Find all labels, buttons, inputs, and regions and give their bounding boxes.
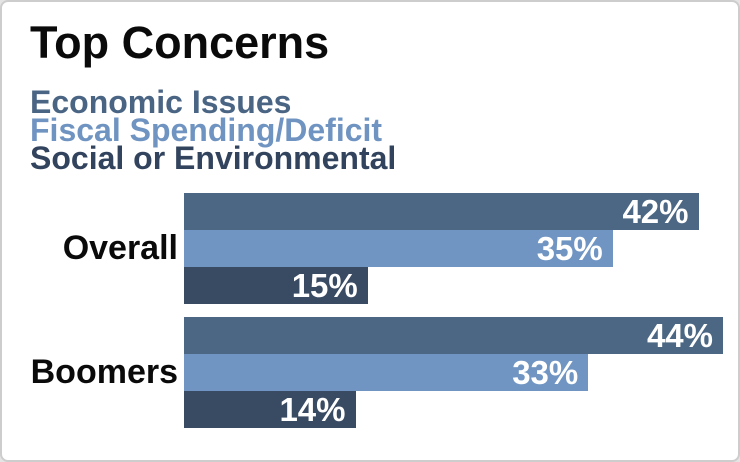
bar-value-label: 35% bbox=[536, 229, 603, 267]
bar-stack: 44% 33% 14% bbox=[184, 317, 738, 428]
bar-group-overall: Overall 42% 35% 15% bbox=[2, 193, 738, 304]
bar-value-label: 14% bbox=[279, 390, 346, 428]
bar-stack: 42% 35% 15% bbox=[184, 193, 738, 304]
legend-item-economic-issues: Economic Issues bbox=[30, 84, 292, 120]
bar-value-label: 44% bbox=[646, 316, 713, 354]
bar-group-boomers: Boomers 44% 33% 14% bbox=[2, 317, 738, 428]
bar-value-label: 33% bbox=[512, 353, 579, 391]
bar-value-label: 42% bbox=[622, 192, 689, 230]
group-label: Overall bbox=[62, 229, 178, 267]
legend-item-social-or-environmental: Social or Environmental bbox=[30, 140, 397, 176]
bar-economic-issues-boomers: 44% bbox=[184, 317, 723, 354]
bar-social-or-environmental-overall: 15% bbox=[184, 267, 368, 304]
bar-fiscal-spending-deficit-boomers: 33% bbox=[184, 353, 589, 391]
chart-title: Top Concerns bbox=[30, 17, 330, 68]
bar-value-label: 15% bbox=[291, 266, 358, 304]
bar-economic-issues-overall: 42% bbox=[184, 193, 699, 230]
legend-item-fiscal-spending-deficit: Fiscal Spending/Deficit bbox=[30, 112, 383, 148]
chart-legend: Economic Issues Fiscal Spending/Deficit So… bbox=[30, 84, 397, 176]
bar-social-or-environmental-boomers: 14% bbox=[184, 391, 356, 428]
bar-fiscal-spending-deficit-overall: 35% bbox=[184, 230, 613, 267]
group-label: Boomers bbox=[30, 353, 178, 391]
bar-chart: Overall 42% 35% 15% Boomers 44% 33% 14% bbox=[2, 193, 738, 441]
